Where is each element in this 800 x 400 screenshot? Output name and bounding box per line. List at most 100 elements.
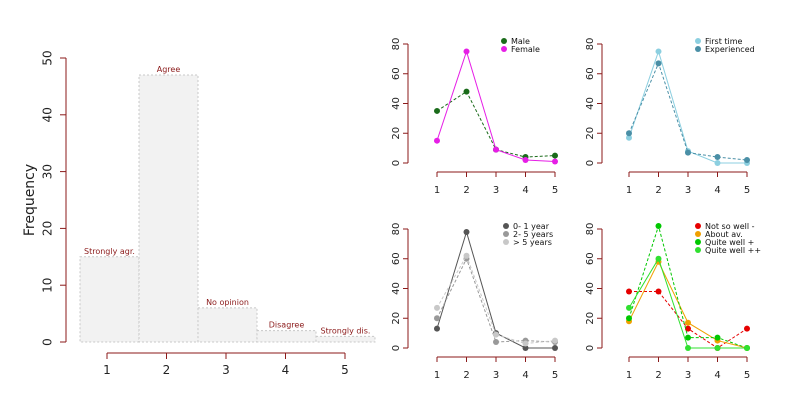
series-line	[436, 49, 556, 163]
y-tick-label: 60	[585, 67, 596, 80]
bar	[315, 335, 376, 343]
x-tick-label: 1	[434, 370, 440, 381]
data-point	[655, 255, 662, 262]
x-tick-label: 4	[282, 363, 290, 377]
data-point	[744, 157, 750, 164]
y-tick-label: 40	[391, 282, 402, 295]
data-point	[685, 334, 691, 341]
legend-marker	[695, 247, 701, 253]
data-point	[522, 157, 529, 164]
x-tick-label: 2	[463, 370, 469, 381]
y-tick-label: 50	[41, 50, 55, 65]
y-tick-label: 80	[585, 223, 596, 236]
x-tick-label: 4	[522, 370, 528, 381]
data-point	[434, 107, 440, 114]
y-tick-label: 80	[391, 223, 402, 236]
data-point	[434, 315, 440, 322]
legend-label: Quite well +	[705, 238, 754, 247]
x-tick-label: 3	[493, 370, 499, 381]
x-tick-label: 3	[685, 370, 691, 381]
legend-marker	[695, 239, 701, 245]
legend-label: Male	[511, 37, 530, 46]
legend-marker	[501, 38, 507, 44]
data-point	[463, 88, 470, 95]
data-point	[493, 339, 499, 346]
y-tick-label: 60	[585, 252, 596, 265]
data-point	[522, 340, 529, 347]
data-point	[626, 315, 632, 322]
data-point	[522, 345, 529, 351]
data-point	[434, 325, 440, 332]
data-point	[493, 331, 499, 338]
legend-label: Female	[511, 45, 540, 54]
x-tick-label: 1	[103, 363, 111, 377]
x-tick-label: 2	[463, 185, 469, 196]
y-tick-label: 0	[391, 160, 402, 166]
bar-label: Strongly dis.	[321, 326, 371, 335]
legend-marker	[503, 239, 509, 245]
data-point	[626, 134, 632, 141]
legend-label: > 5 years	[513, 238, 552, 247]
data-point	[655, 60, 662, 67]
x-tick-label: 2	[655, 185, 661, 196]
bar-label: Agree	[157, 65, 181, 74]
x-tick-label: 4	[714, 370, 720, 381]
data-point	[714, 334, 721, 341]
legend-label: Experienced	[705, 45, 755, 54]
y-tick-label: 20	[585, 312, 596, 325]
series-line	[628, 61, 748, 161]
x-tick-label: 2	[163, 363, 171, 377]
x-tick-label: 3	[222, 363, 230, 377]
x-tick-label: 3	[685, 185, 691, 196]
legend-marker	[503, 231, 509, 237]
data-point	[685, 149, 691, 156]
data-point	[626, 288, 632, 295]
y-tick-label: 40	[391, 97, 402, 110]
legend-marker	[503, 223, 509, 229]
y-tick-label: 20	[585, 127, 596, 140]
y-tick-label: 20	[41, 221, 55, 236]
y-axis-title: Frequency	[22, 164, 38, 236]
data-point	[685, 319, 691, 326]
x-tick-label: 5	[744, 370, 750, 381]
y-tick-label: 20	[391, 127, 402, 140]
data-point	[493, 146, 499, 153]
y-tick-label: 40	[41, 107, 55, 122]
legend-marker	[695, 231, 701, 237]
y-tick-label: 40	[585, 97, 596, 110]
bar-label: Disagree	[269, 321, 305, 330]
x-tick-label: 1	[626, 185, 632, 196]
bar	[256, 330, 317, 343]
data-point	[552, 345, 558, 351]
data-point	[744, 345, 750, 351]
data-point	[714, 345, 721, 351]
data-point	[655, 288, 662, 295]
legend-label: Quite well ++	[705, 246, 761, 255]
data-point	[552, 152, 558, 159]
y-tick-label: 0	[585, 345, 596, 351]
y-tick-label: 10	[41, 278, 55, 293]
data-point	[434, 137, 440, 144]
y-tick-label: 0	[41, 338, 55, 346]
data-point	[463, 228, 470, 235]
data-point	[685, 345, 691, 351]
y-tick-label: 40	[585, 282, 596, 295]
data-point	[463, 252, 470, 259]
data-point	[685, 325, 691, 332]
y-tick-label: 30	[41, 164, 55, 179]
data-point	[714, 154, 721, 161]
x-tick-label: 5	[552, 370, 558, 381]
legend-label: First time	[705, 37, 743, 46]
legend-label: 0- 1 year	[513, 222, 550, 231]
x-tick-label: 5	[341, 363, 349, 377]
y-tick-label: 80	[585, 38, 596, 51]
bar-label: No opinion	[206, 298, 249, 307]
x-tick-label: 5	[552, 185, 558, 196]
data-point	[463, 48, 470, 55]
y-tick-label: 60	[391, 252, 402, 265]
